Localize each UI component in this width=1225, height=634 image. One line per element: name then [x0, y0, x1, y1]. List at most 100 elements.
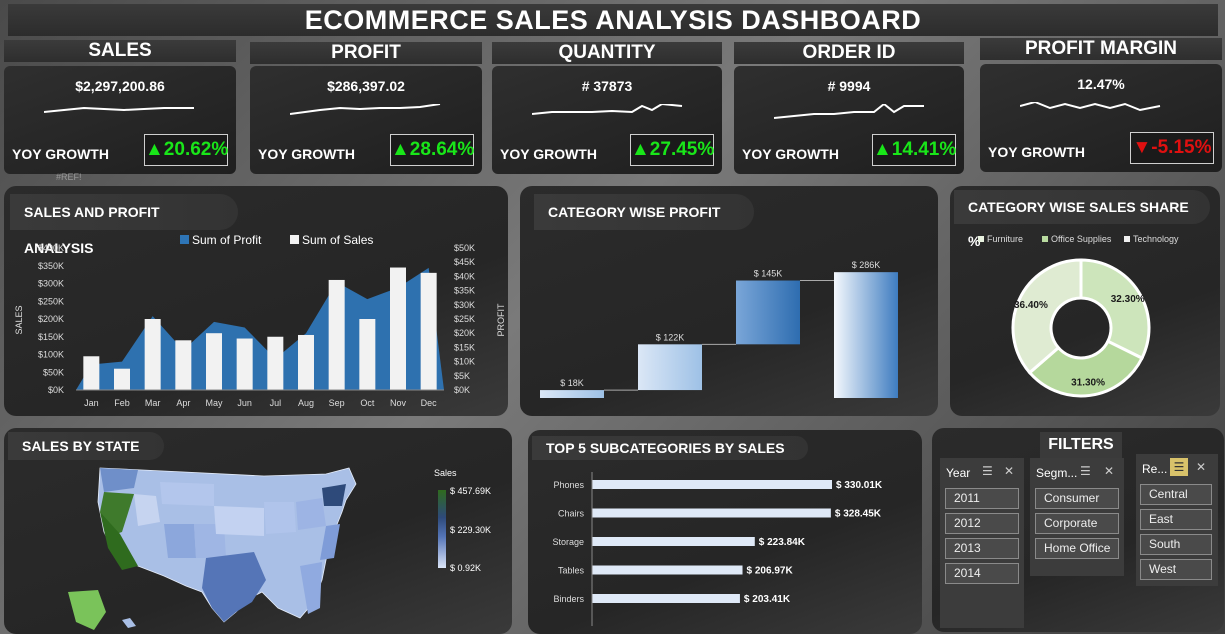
top5-panel: TOP 5 SUBCATEGORIES BY SALES Phones $ 330…: [528, 430, 922, 634]
sales-bar-aug[interactable]: [298, 334, 314, 390]
waterfall-bar-total[interactable]: [834, 272, 898, 398]
sales-bar-apr[interactable]: [175, 340, 192, 390]
segment-slicer: Segm... ☰ ✕ Consumer Corporate Home Offi…: [1030, 458, 1124, 576]
kpi-card-order-id: # 9994 YOY GROWTH ▲14.41%: [734, 66, 964, 174]
state-alaska[interactable]: [68, 590, 106, 630]
right-axis-tick: $45K: [454, 257, 475, 267]
state-virginia-carolinas[interactable]: [320, 524, 340, 560]
segment-slicer-header: Segm...: [1036, 466, 1078, 480]
kpi-heading-order-id: ORDER ID: [734, 42, 964, 64]
left-axis-tick: $350K: [38, 261, 64, 271]
yoy-growth-value: ▼-5.15%: [1130, 132, 1214, 164]
legend-profit-label: Sum of Profit: [192, 233, 262, 247]
state-new-york[interactable]: [322, 484, 346, 506]
left-axis-tick: $50K: [43, 367, 64, 377]
donut-slice-furniture[interactable]: [1011, 258, 1083, 375]
subcategory-bar-storage[interactable]: [592, 537, 755, 546]
state-california[interactable]: [100, 512, 138, 570]
state-arizona[interactable]: [164, 524, 196, 558]
subcategory-value-label: $ 330.01K: [836, 480, 883, 491]
sales-profit-title: SALES AND PROFIT ANALYSIS: [10, 194, 238, 256]
map-legend-title: Sales: [434, 468, 457, 478]
subcategory-label: Storage: [552, 537, 584, 547]
state-montana[interactable]: [160, 482, 214, 506]
waterfall-value-label: $ 286K: [852, 260, 881, 270]
sales-bar-nov[interactable]: [390, 267, 406, 390]
legend-swatch-sales: [290, 235, 299, 244]
kpi-card-profit-margin: 12.47% YOY GROWTH ▼-5.15%: [980, 64, 1222, 172]
us-map[interactable]: [64, 462, 364, 632]
waterfall-bar-furniture[interactable]: [540, 390, 604, 398]
clear-filter-icon[interactable]: ✕: [1104, 464, 1115, 478]
dashboard-title: ECOMMERCE SALES ANALYSIS DASHBOARD: [8, 4, 1218, 36]
left-axis-tick: $250K: [38, 296, 64, 306]
state-plains[interactable]: [214, 506, 264, 536]
month-tick-label: Jun: [237, 398, 252, 408]
region-west-button[interactable]: West: [1140, 559, 1212, 580]
clear-filter-icon[interactable]: ✕: [1196, 460, 1207, 474]
segment-consumer-button[interactable]: Consumer: [1035, 488, 1119, 509]
sales-by-state-title: SALES BY STATE: [8, 432, 164, 460]
sales-bar-sep[interactable]: [328, 279, 345, 390]
sales-bar-may[interactable]: [206, 333, 222, 390]
kpi-heading-profit-margin: PROFIT MARGIN: [980, 38, 1222, 60]
subcategory-bar-chairs[interactable]: [592, 508, 831, 518]
segment-home-office-button[interactable]: Home Office: [1035, 538, 1119, 559]
waterfall-value-label: $ 18K: [560, 378, 584, 388]
region-south-button[interactable]: South: [1140, 534, 1212, 555]
waterfall-value-label: $ 122K: [656, 332, 685, 342]
sales-bar-dec[interactable]: [420, 272, 437, 390]
state-ohio[interactable]: [296, 498, 326, 530]
multi-select-icon[interactable]: ☰: [1170, 458, 1188, 476]
yoy-growth-value: ▲28.64%: [390, 134, 474, 166]
subcategory-bar-binders[interactable]: [592, 594, 740, 603]
left-axis-label: SALES: [14, 305, 24, 334]
sales-profit-chart: Sum of Profit Sum of Sales $400K $350K $300K…: [14, 233, 506, 408]
region-east-button[interactable]: East: [1140, 509, 1212, 530]
legend-swatch-technology: [1124, 236, 1130, 242]
donut-slice-technology[interactable]: [1079, 258, 1151, 361]
subcategory-label: Tables: [558, 566, 585, 576]
kpi-value: # 37873: [581, 78, 633, 94]
region-central-button[interactable]: Central: [1140, 484, 1212, 505]
right-axis-tick: $5K: [454, 371, 470, 381]
sales-bar-feb[interactable]: [114, 368, 130, 390]
donut-value-label: 31.30%: [1071, 378, 1105, 389]
subcategory-bar-phones[interactable]: [592, 480, 832, 489]
left-axis-tick: $400K: [38, 243, 64, 253]
legend-label-technology: Technology: [1133, 234, 1179, 244]
state-nevada-idaho[interactable]: [134, 494, 160, 526]
top5-title: TOP 5 SUBCATEGORIES BY SALES: [532, 436, 808, 460]
map-legend-mid: $ 229.30K: [450, 525, 492, 535]
multi-select-icon[interactable]: ☰: [1080, 464, 1091, 478]
right-axis-tick: $0K: [454, 385, 470, 395]
year-2012-button[interactable]: 2012: [945, 513, 1019, 534]
right-axis-tick: $50K: [454, 243, 475, 253]
waterfall-bar-technology[interactable]: [736, 280, 800, 345]
state-texas[interactable]: [202, 552, 266, 622]
right-axis-label: PROFIT: [496, 303, 506, 337]
sales-bar-jul[interactable]: [267, 336, 284, 390]
sparkline-path: [44, 106, 194, 113]
sales-bar-jun[interactable]: [236, 338, 253, 390]
segment-corporate-button[interactable]: Corporate: [1035, 513, 1119, 534]
subcategory-bar-tables[interactable]: [592, 565, 743, 575]
year-2011-button[interactable]: 2011: [945, 488, 1019, 509]
donut-slice-office-supplies[interactable]: [1027, 339, 1144, 398]
state-washington[interactable]: [100, 468, 138, 492]
waterfall-bar-office-supplies[interactable]: [638, 344, 702, 391]
state-florida-georgia[interactable]: [300, 562, 322, 614]
kpi-sparkline: [290, 104, 441, 115]
multi-select-icon[interactable]: ☰: [982, 464, 993, 478]
state-illinois[interactable]: [264, 502, 296, 534]
subcategory-label: Chairs: [558, 509, 585, 519]
year-2014-button[interactable]: 2014: [945, 563, 1019, 584]
sales-bar-jan[interactable]: [83, 356, 100, 390]
sales-bar-oct[interactable]: [359, 319, 376, 390]
state-hawaii[interactable]: [122, 618, 136, 628]
yoy-growth-label: YOY GROWTH: [988, 144, 1085, 160]
filters-panel: FILTERS Year ☰ ✕ 2011 2012 2013 2014 Seg…: [932, 428, 1224, 632]
clear-filter-icon[interactable]: ✕: [1004, 464, 1015, 478]
sales-bar-mar[interactable]: [144, 319, 161, 390]
year-2013-button[interactable]: 2013: [945, 538, 1019, 559]
